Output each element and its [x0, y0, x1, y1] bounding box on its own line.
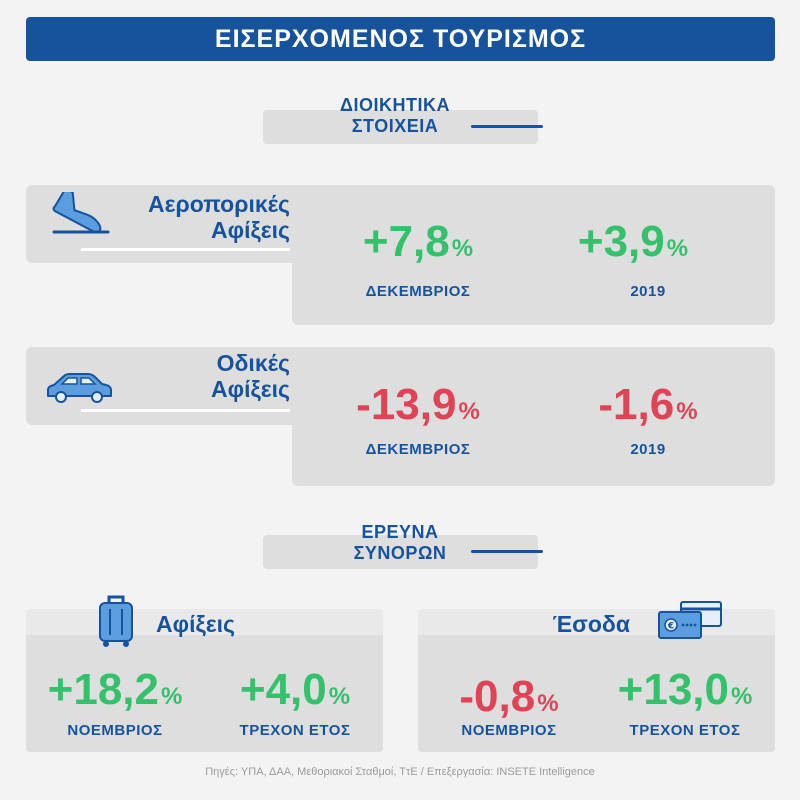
- section-title-line2: ΣΤΟΙΧΕΙΑ: [351, 116, 439, 136]
- value-number: -1,6: [598, 380, 675, 429]
- road-value-december: -13,9%: [318, 380, 518, 430]
- arrivals-value-november-label: ΝΟΕΜΒΡΙΟΣ: [67, 722, 163, 739]
- section-title-line1: ΔΙΟΙΚΗΤΙΚΑ: [340, 95, 450, 115]
- svg-text:€: €: [667, 622, 674, 632]
- arrivals-value-november: +18,2%: [30, 665, 200, 715]
- air-value-december: +7,8%: [318, 217, 518, 267]
- percent-sign: %: [731, 683, 753, 710]
- value-number: -0,8: [459, 672, 536, 721]
- road-arrivals-label: Οδικές Αφίξεις: [100, 350, 290, 402]
- revenue-card-title: Έσοδα: [552, 611, 631, 637]
- section-title-admin: ΔΙΟΙΚΗΤΙΚΑ ΣΤΟΙΧΕΙΑ: [320, 95, 470, 137]
- road-value-2019: -1,6%: [548, 380, 748, 430]
- percent-sign: %: [451, 235, 474, 262]
- revenue-value-november-label: ΝΟΕΜΒΡΙΟΣ: [461, 722, 557, 739]
- revenue-value-november: -0,8%: [424, 672, 594, 722]
- money-card-icon: €: [656, 600, 724, 640]
- suitcase-icon: [96, 594, 136, 648]
- road-label-underline: [81, 409, 290, 412]
- percent-sign: %: [328, 683, 351, 710]
- air-label-underline: [81, 248, 290, 251]
- air-label-line1: Αεροπορικές: [148, 191, 290, 217]
- page-title: ΕΙΣΕΡΧΟΜΕΝΟΣ ΤΟΥΡΙΣΜΟΣ: [26, 17, 775, 61]
- air-value-december-label: ΔΕΚΕΜΒΡΙΟΣ: [365, 283, 471, 300]
- percent-sign: %: [161, 683, 183, 710]
- arrivals-value-current-year-label: ΤΡΕΧΟΝ ΕΤΟΣ: [239, 722, 351, 739]
- value-number: +18,2: [47, 665, 159, 714]
- section-title-line2: ΣΥΝΟΡΩΝ: [353, 543, 447, 563]
- arrivals-card-header: [26, 609, 383, 635]
- air-arrivals-label: Αεροπορικές Αφίξεις: [100, 191, 290, 243]
- section-underline: [471, 125, 543, 128]
- section-title-border: ΕΡΕΥΝΑ ΣΥΝΟΡΩΝ: [320, 522, 480, 564]
- air-values-panel: [292, 185, 775, 325]
- section-underline: [471, 550, 543, 553]
- road-label-line1: Οδικές: [216, 350, 290, 376]
- air-value-2019: +3,9%: [548, 217, 718, 267]
- car-icon: [44, 372, 114, 406]
- air-label-line2: Αφίξεις: [211, 217, 290, 243]
- value-number: +13,0: [617, 665, 729, 714]
- percent-sign: %: [537, 690, 559, 717]
- road-value-2019-label: 2019: [630, 441, 666, 458]
- road-value-december-label: ΔΕΚΕΜΒΡΙΟΣ: [365, 441, 471, 458]
- value-number: +7,8: [362, 217, 450, 266]
- revenue-value-current-year: +13,0%: [600, 665, 770, 715]
- percent-sign: %: [458, 398, 480, 425]
- air-value-2019-label: 2019: [630, 283, 666, 300]
- section-title-line1: ΕΡΕΥΝΑ: [361, 522, 439, 542]
- revenue-value-current-year-label: ΤΡΕΧΟΝ ΕΤΟΣ: [629, 722, 741, 739]
- percent-sign: %: [676, 398, 698, 425]
- arrivals-card-title: Αφίξεις: [156, 611, 235, 637]
- road-values-panel: [292, 347, 775, 486]
- source-footnote: Πηγές: ΥΠΑ, ΔΑΑ, Μεθοριακοί Σταθμοί, ΤτΕ…: [205, 766, 595, 778]
- value-number: +4,0: [239, 665, 327, 714]
- arrivals-card: [26, 609, 383, 752]
- percent-sign: %: [666, 235, 689, 262]
- value-number: -13,9: [356, 380, 457, 429]
- road-label-line2: Αφίξεις: [211, 376, 290, 402]
- value-number: +3,9: [577, 217, 665, 266]
- airplane-landing-icon: [44, 188, 112, 234]
- arrivals-value-current-year: +4,0%: [210, 665, 380, 715]
